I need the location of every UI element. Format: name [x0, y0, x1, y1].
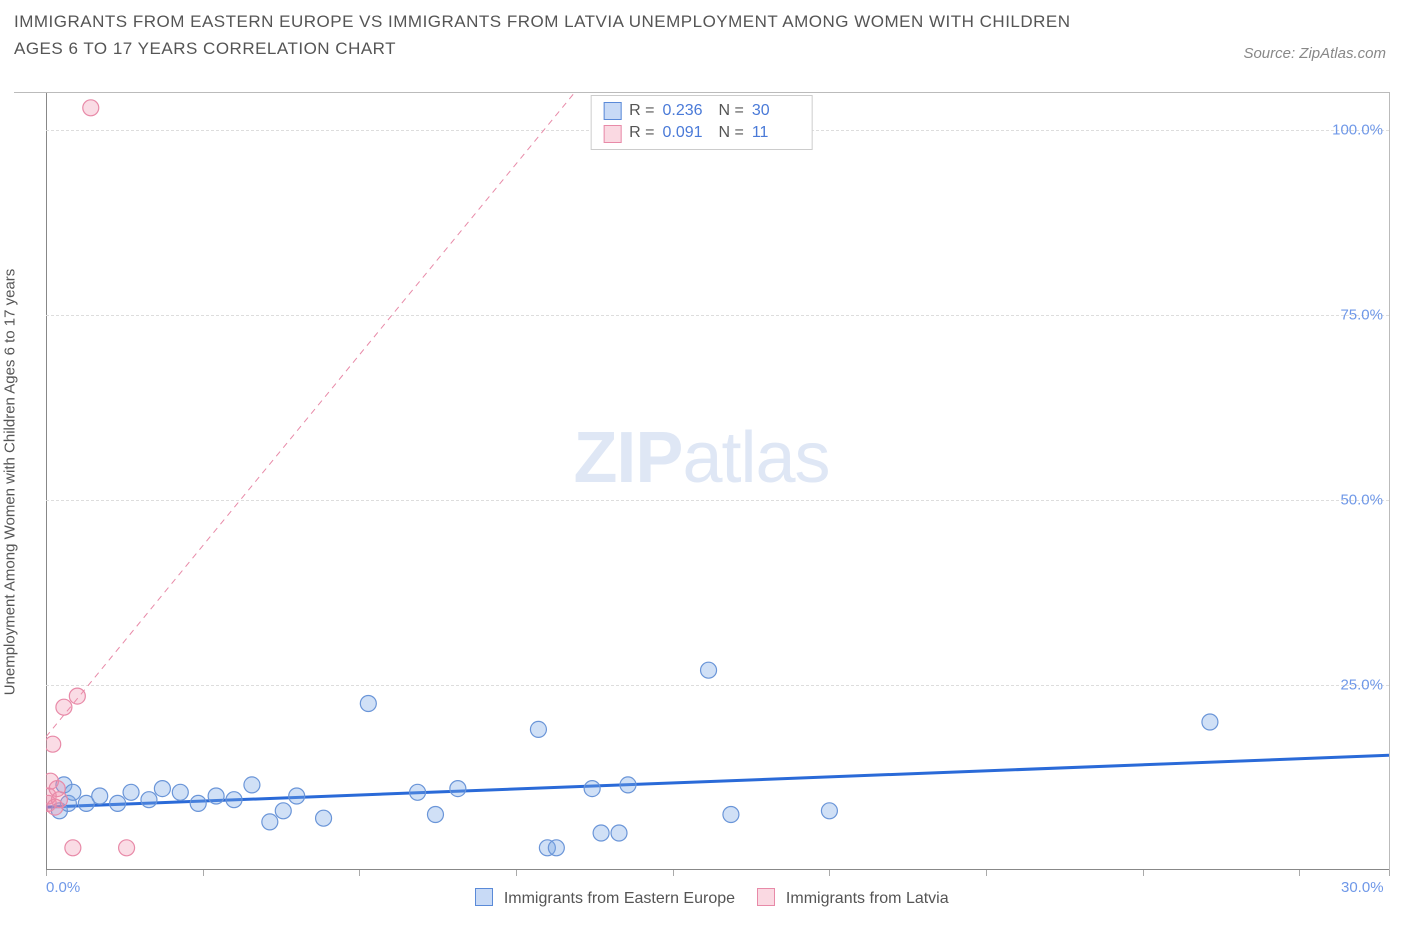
data-point: [427, 807, 443, 823]
data-point: [530, 721, 546, 737]
stats-row-series1: R = 0.236 N = 30: [603, 100, 800, 122]
x-tick: [986, 870, 987, 876]
data-point: [244, 777, 260, 793]
data-point: [410, 784, 426, 800]
legend-swatch-pink-icon: [757, 888, 775, 906]
data-point: [65, 840, 81, 856]
data-point: [360, 696, 376, 712]
data-point: [154, 781, 170, 797]
data-point: [190, 795, 206, 811]
data-point: [56, 699, 72, 715]
y-axis-label: Unemployment Among Women with Children A…: [2, 268, 19, 695]
stat-n-value-1: 30: [752, 100, 800, 122]
x-tick: [359, 870, 360, 876]
stat-r-value-1: 0.236: [663, 100, 711, 122]
x-tick: [673, 870, 674, 876]
data-point: [92, 788, 108, 804]
y-tick-label: 75.0%: [1340, 307, 1383, 324]
stat-r-value-2: 0.091: [663, 122, 711, 144]
data-point: [51, 792, 67, 808]
scatter-canvas: [46, 93, 1389, 870]
data-point: [620, 777, 636, 793]
data-point: [46, 736, 61, 752]
swatch-pink-icon: [603, 125, 621, 143]
legend-label-2: Immigrants from Latvia: [786, 890, 949, 907]
data-point: [289, 788, 305, 804]
y-tick-label: 25.0%: [1340, 677, 1383, 694]
data-point: [701, 662, 717, 678]
data-point: [584, 781, 600, 797]
data-point: [208, 788, 224, 804]
x-tick: [1299, 870, 1300, 876]
data-point: [548, 840, 564, 856]
data-point: [110, 795, 126, 811]
data-point: [275, 803, 291, 819]
y-tick-label: 100.0%: [1332, 122, 1383, 139]
x-tick: [829, 870, 830, 876]
stat-r-label-1: R =: [629, 100, 654, 122]
stat-n-label-1: N =: [719, 100, 744, 122]
data-point: [83, 100, 99, 116]
chart-title: IMMIGRANTS FROM EASTERN EUROPE VS IMMIGR…: [14, 8, 1094, 62]
x-tick: [516, 870, 517, 876]
stats-legend-box: R = 0.236 N = 30 R = 0.091 N = 11: [590, 95, 813, 150]
header-row: IMMIGRANTS FROM EASTERN EUROPE VS IMMIGR…: [0, 0, 1406, 62]
data-point: [262, 814, 278, 830]
x-tick: [1143, 870, 1144, 876]
x-tick: [46, 870, 47, 876]
data-point: [226, 792, 242, 808]
data-point: [723, 807, 739, 823]
data-point: [450, 781, 466, 797]
data-point: [123, 784, 139, 800]
legend-swatch-blue-icon: [475, 888, 493, 906]
plot-area: Unemployment Among Women with Children A…: [14, 92, 1390, 870]
stats-row-series2: R = 0.091 N = 11: [603, 122, 800, 144]
x-tick: [1389, 870, 1390, 876]
stat-n-label-2: N =: [719, 122, 744, 144]
y-tick-label: 50.0%: [1340, 492, 1383, 509]
source-attribution: Source: ZipAtlas.com: [1243, 45, 1386, 62]
swatch-blue-icon: [603, 102, 621, 120]
data-point: [593, 825, 609, 841]
data-point: [611, 825, 627, 841]
data-point: [821, 803, 837, 819]
trend-line: [46, 93, 574, 737]
x-tick: [203, 870, 204, 876]
bottom-legend: Immigrants from Eastern Europe Immigrant…: [0, 888, 1406, 908]
data-point: [141, 792, 157, 808]
legend-label-1: Immigrants from Eastern Europe: [504, 890, 735, 907]
stat-r-label-2: R =: [629, 122, 654, 144]
data-point: [119, 840, 135, 856]
stat-n-value-2: 11: [752, 122, 800, 144]
data-point: [69, 688, 85, 704]
data-point: [316, 810, 332, 826]
data-point: [1202, 714, 1218, 730]
data-point: [172, 784, 188, 800]
